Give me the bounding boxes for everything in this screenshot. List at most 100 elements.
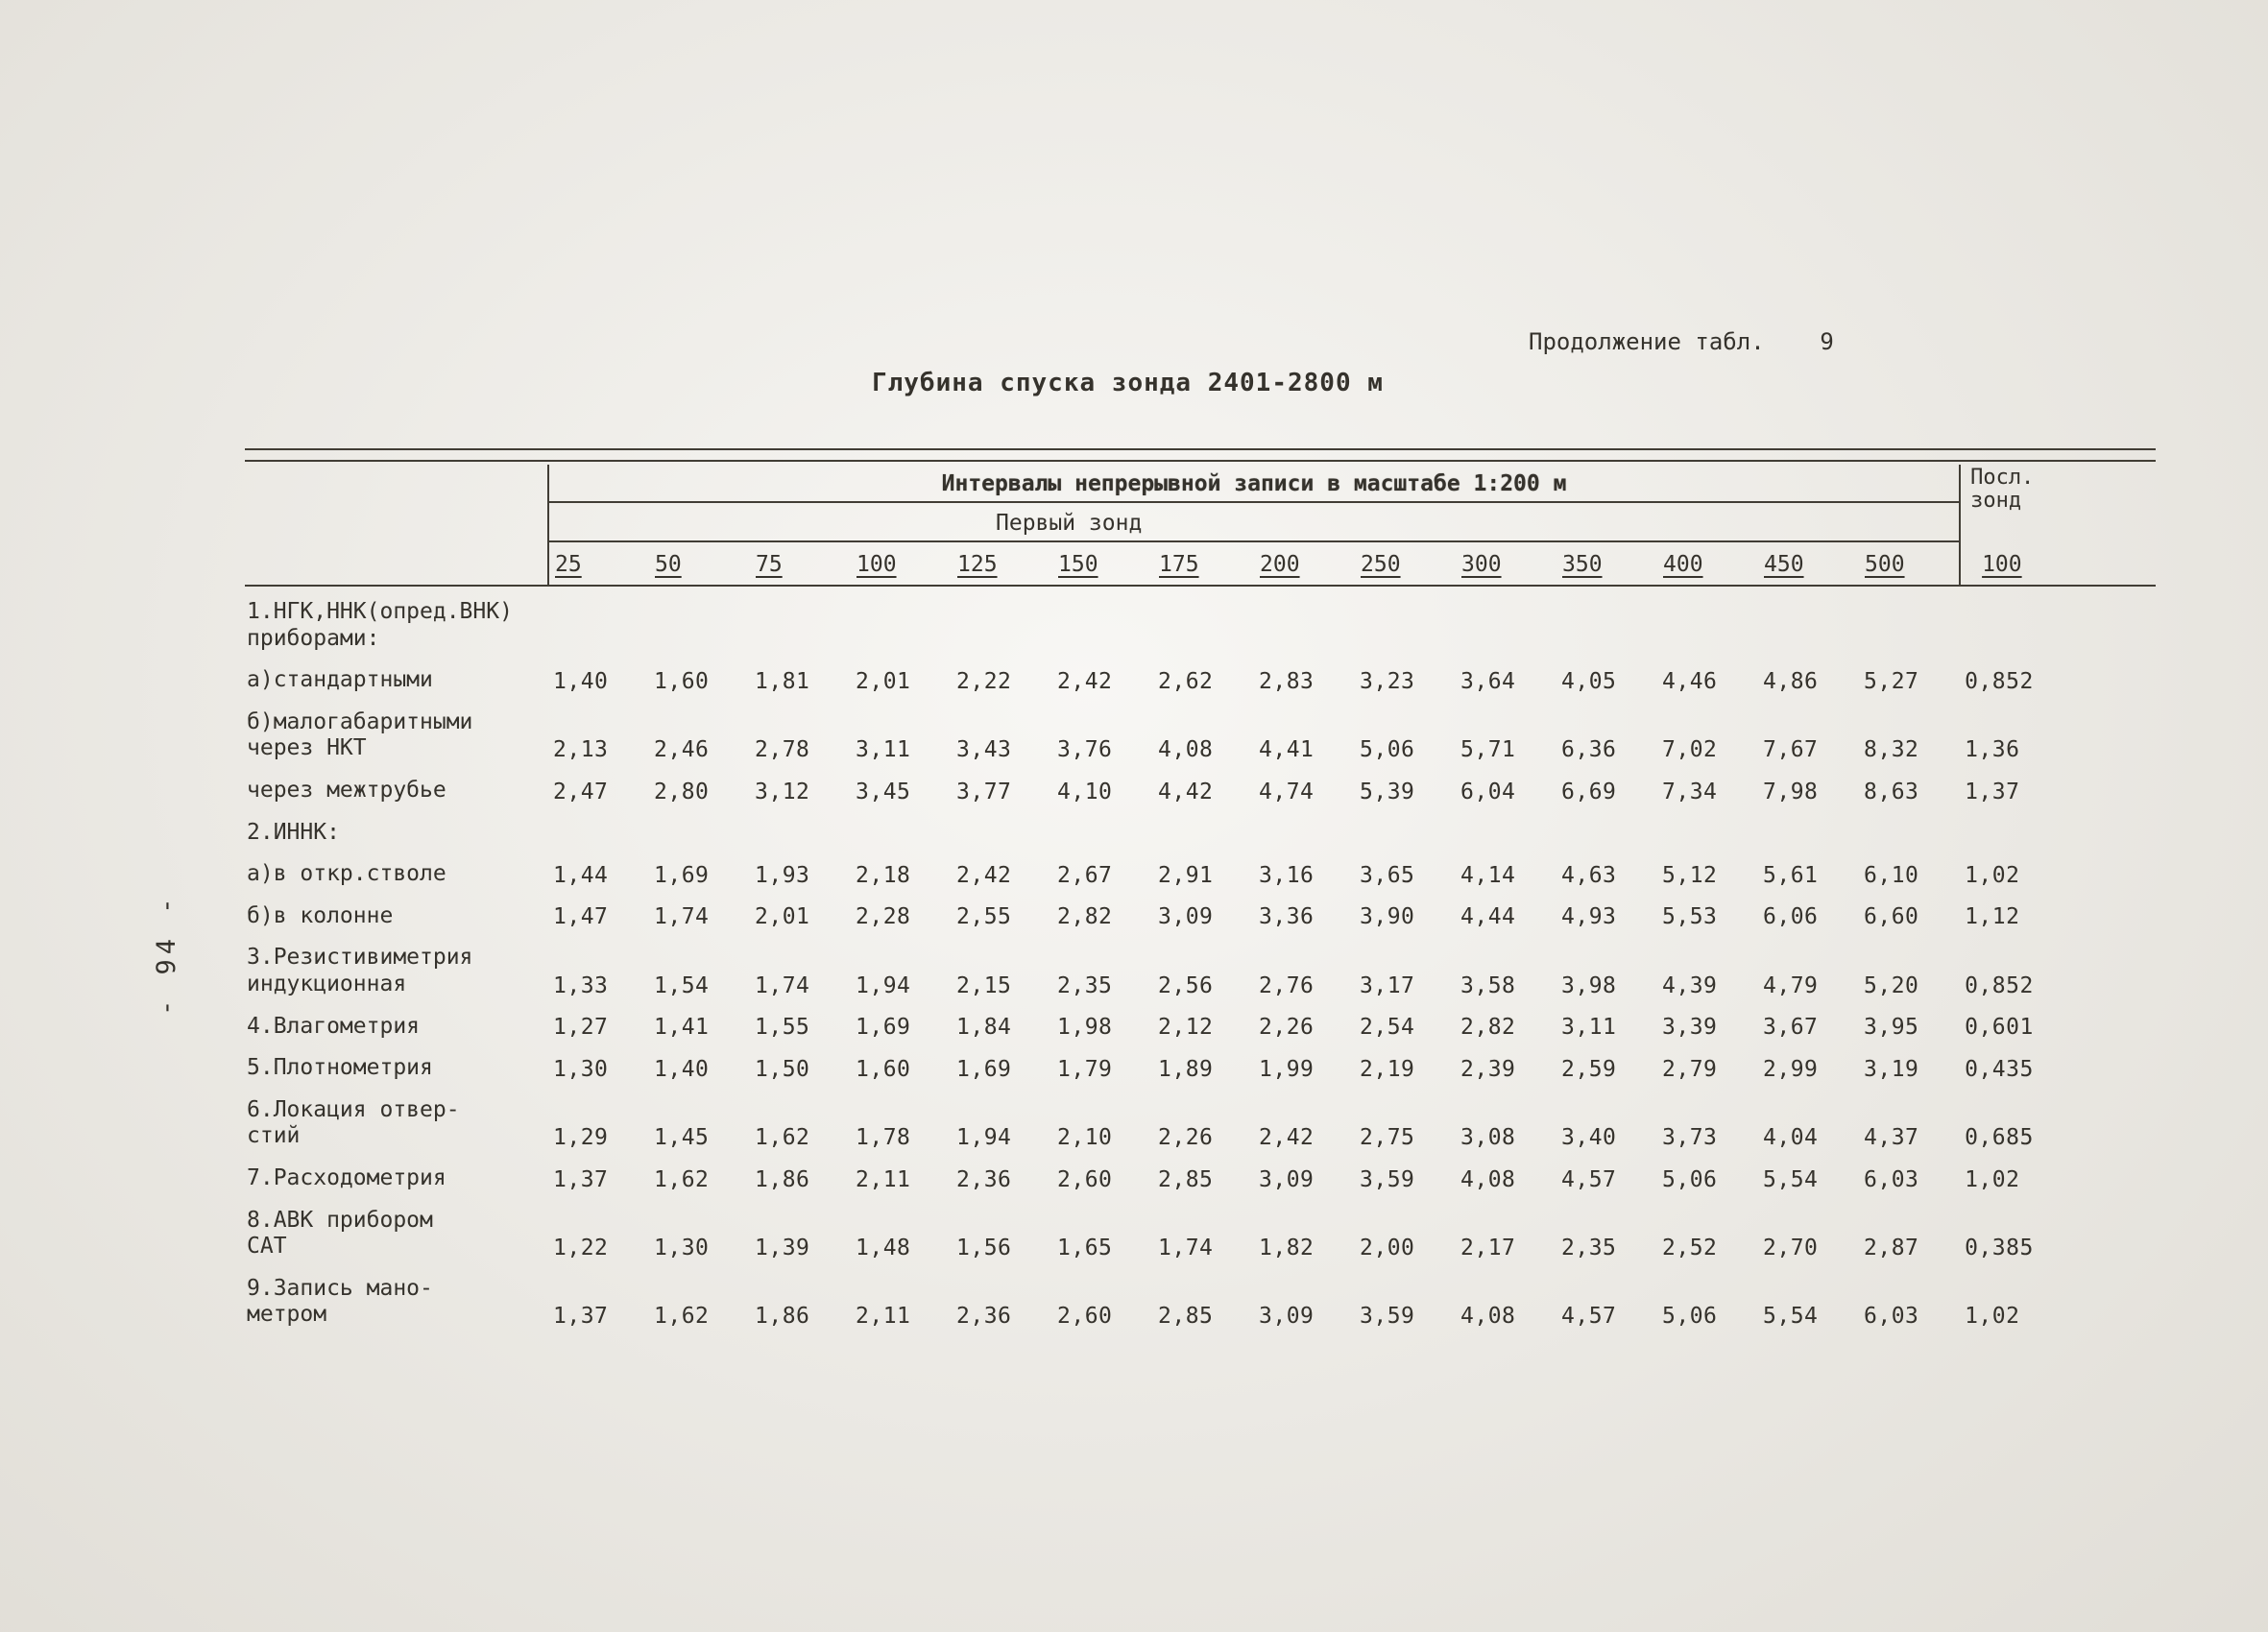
value-cell: 1,36 <box>1965 736 2020 762</box>
table-row: 6.Локация отвер- стий 1,29 1,45 1,62 1,78 1,9… <box>245 1085 2156 1153</box>
value-cell: 3,45 <box>856 779 911 804</box>
value-cell: 2,42 <box>1057 668 1113 694</box>
value-cell: 1,78 <box>856 1124 911 1150</box>
value-cell: 3,08 <box>1460 1124 1516 1150</box>
interval-column-header: 400 <box>1657 541 1758 587</box>
value-cell: 3,09 <box>1259 1166 1315 1192</box>
value-cell: 3,11 <box>1561 1015 1617 1041</box>
table-body: 1.НГК,ННК(опред.ВНК) приборами: а)стандар… <box>245 586 2156 1332</box>
value-cell: 2,75 <box>1360 1124 1415 1150</box>
value-cell: 2,19 <box>1360 1056 1415 1082</box>
logging-intervals-table: Интервалы непрерывной записи в масштабе … <box>245 465 2157 1332</box>
value-cell: 2,39 <box>1460 1056 1516 1082</box>
value-cell: 6,10 <box>1864 862 1919 888</box>
value-cell: 4,41 <box>1259 736 1315 762</box>
value-cell: 5,71 <box>1460 736 1516 762</box>
row-label: 5.Плотнометрия <box>247 1055 433 1081</box>
value-cell: 1,48 <box>856 1235 911 1260</box>
value-cell: 1,62 <box>654 1303 710 1329</box>
value-cell: 1,69 <box>856 1015 911 1041</box>
value-cell: 1,74 <box>654 904 710 930</box>
value-cell: 2,56 <box>1158 972 1214 998</box>
value-cell: 3,77 <box>956 779 1012 804</box>
value-cell <box>1657 807 1758 850</box>
value-cell: 3,98 <box>1561 972 1617 998</box>
value-cell: 1,54 <box>654 972 710 998</box>
value-cell: 5,06 <box>1360 736 1415 762</box>
value-cell: 1,62 <box>755 1124 810 1150</box>
value-cell: 2,67 <box>1057 862 1113 888</box>
value-cell: 0,385 <box>1965 1235 2034 1260</box>
value-cell: 4,57 <box>1561 1166 1617 1192</box>
value-cell: 1,12 <box>1965 904 2020 930</box>
value-cell: 1,69 <box>956 1056 1012 1082</box>
value-cell: 2,11 <box>856 1303 911 1329</box>
interval-column-header: 100 <box>851 541 952 587</box>
value-cell: 1,50 <box>755 1056 810 1082</box>
value-cell: 8,32 <box>1864 736 1919 762</box>
table-row: а)стандартными 1,40 1,60 1,81 2,01 2,22 2,42 2,… <box>245 655 2156 697</box>
value-cell: 1,44 <box>553 862 609 888</box>
value-cell: 3,95 <box>1864 1015 1919 1041</box>
table-row: 4.Влагометрия 1,27 1,41 1,55 1,69 1,84 1,98 2,1… <box>245 1001 2156 1044</box>
value-cell: 1,60 <box>654 668 710 694</box>
value-cell <box>1355 807 1456 850</box>
value-cell: 1,45 <box>654 1124 710 1150</box>
value-cell: 6,04 <box>1460 779 1516 804</box>
value-cell: 4,08 <box>1158 736 1214 762</box>
value-cell: 1,60 <box>856 1056 911 1082</box>
value-cell: 5,06 <box>1662 1303 1718 1329</box>
row-label: б)малогабаритными через НКТ <box>247 708 473 761</box>
interval-column-header: 250 <box>1355 541 1456 587</box>
value-cell: 4,08 <box>1460 1166 1516 1192</box>
row-label-column-header <box>245 465 549 587</box>
value-cell: 2,35 <box>1561 1235 1617 1260</box>
value-cell: 1,40 <box>654 1056 710 1082</box>
value-cell: 2,54 <box>1360 1015 1415 1041</box>
value-cell: 2,36 <box>956 1303 1012 1329</box>
table-row: 5.Плотнометрия 1,30 1,40 1,50 1,60 1,69 1,79 1,… <box>245 1043 2156 1085</box>
value-cell: 1,39 <box>755 1235 810 1260</box>
last-probe-header: Посл. зонд <box>1959 465 2157 541</box>
value-cell: 1,27 <box>553 1015 609 1041</box>
value-cell: 4,10 <box>1057 779 1113 804</box>
value-cell: 1,98 <box>1057 1015 1113 1041</box>
value-cell: 2,55 <box>956 904 1012 930</box>
interval-column-header: 350 <box>1556 541 1657 587</box>
value-cell: 1,30 <box>654 1235 710 1260</box>
value-cell: 2,52 <box>1662 1235 1718 1260</box>
value-cell: 3,65 <box>1360 862 1415 888</box>
value-cell: 6,60 <box>1864 904 1919 930</box>
value-cell: 1,40 <box>553 668 609 694</box>
interval-column-header: 75 <box>750 541 851 587</box>
value-cell: 0,852 <box>1965 668 2034 694</box>
table-row: 2.ИННК: <box>245 807 2156 850</box>
value-cell: 5,61 <box>1763 862 1819 888</box>
value-cell: 1,69 <box>654 862 710 888</box>
interval-column-header: 500 <box>1859 541 1961 587</box>
value-cell: 4,86 <box>1763 668 1819 694</box>
value-cell <box>851 586 952 655</box>
first-probe-header: Первый зонд <box>548 502 1961 542</box>
value-cell: 2,60 <box>1057 1303 1113 1329</box>
value-cell: 2,82 <box>1057 904 1113 930</box>
value-cell: 1,81 <box>755 668 810 694</box>
value-cell: 4,04 <box>1763 1124 1819 1150</box>
value-cell: 4,42 <box>1158 779 1214 804</box>
value-cell: 1,22 <box>553 1235 609 1260</box>
row-label: 6.Локация отвер- стий <box>247 1096 460 1149</box>
table-row: 1.НГК,ННК(опред.ВНК) приборами: <box>245 586 2156 655</box>
value-cell: 3,16 <box>1259 862 1315 888</box>
value-cell: 3,64 <box>1460 668 1516 694</box>
value-cell: 1,84 <box>956 1015 1012 1041</box>
value-cell: 6,36 <box>1561 736 1617 762</box>
value-cell: 7,98 <box>1763 779 1819 804</box>
value-cell: 2,76 <box>1259 972 1315 998</box>
value-cell: 4,44 <box>1460 904 1516 930</box>
row-label: а)в откр.стволе <box>247 861 446 887</box>
last-probe-column-header: 100 <box>1959 541 2157 587</box>
row-label: 9.Запись мано- метром <box>247 1275 433 1328</box>
row-label: 7.Расходометрия <box>247 1164 446 1190</box>
value-cell: 3,12 <box>755 779 810 804</box>
value-cell: 4,63 <box>1561 862 1617 888</box>
